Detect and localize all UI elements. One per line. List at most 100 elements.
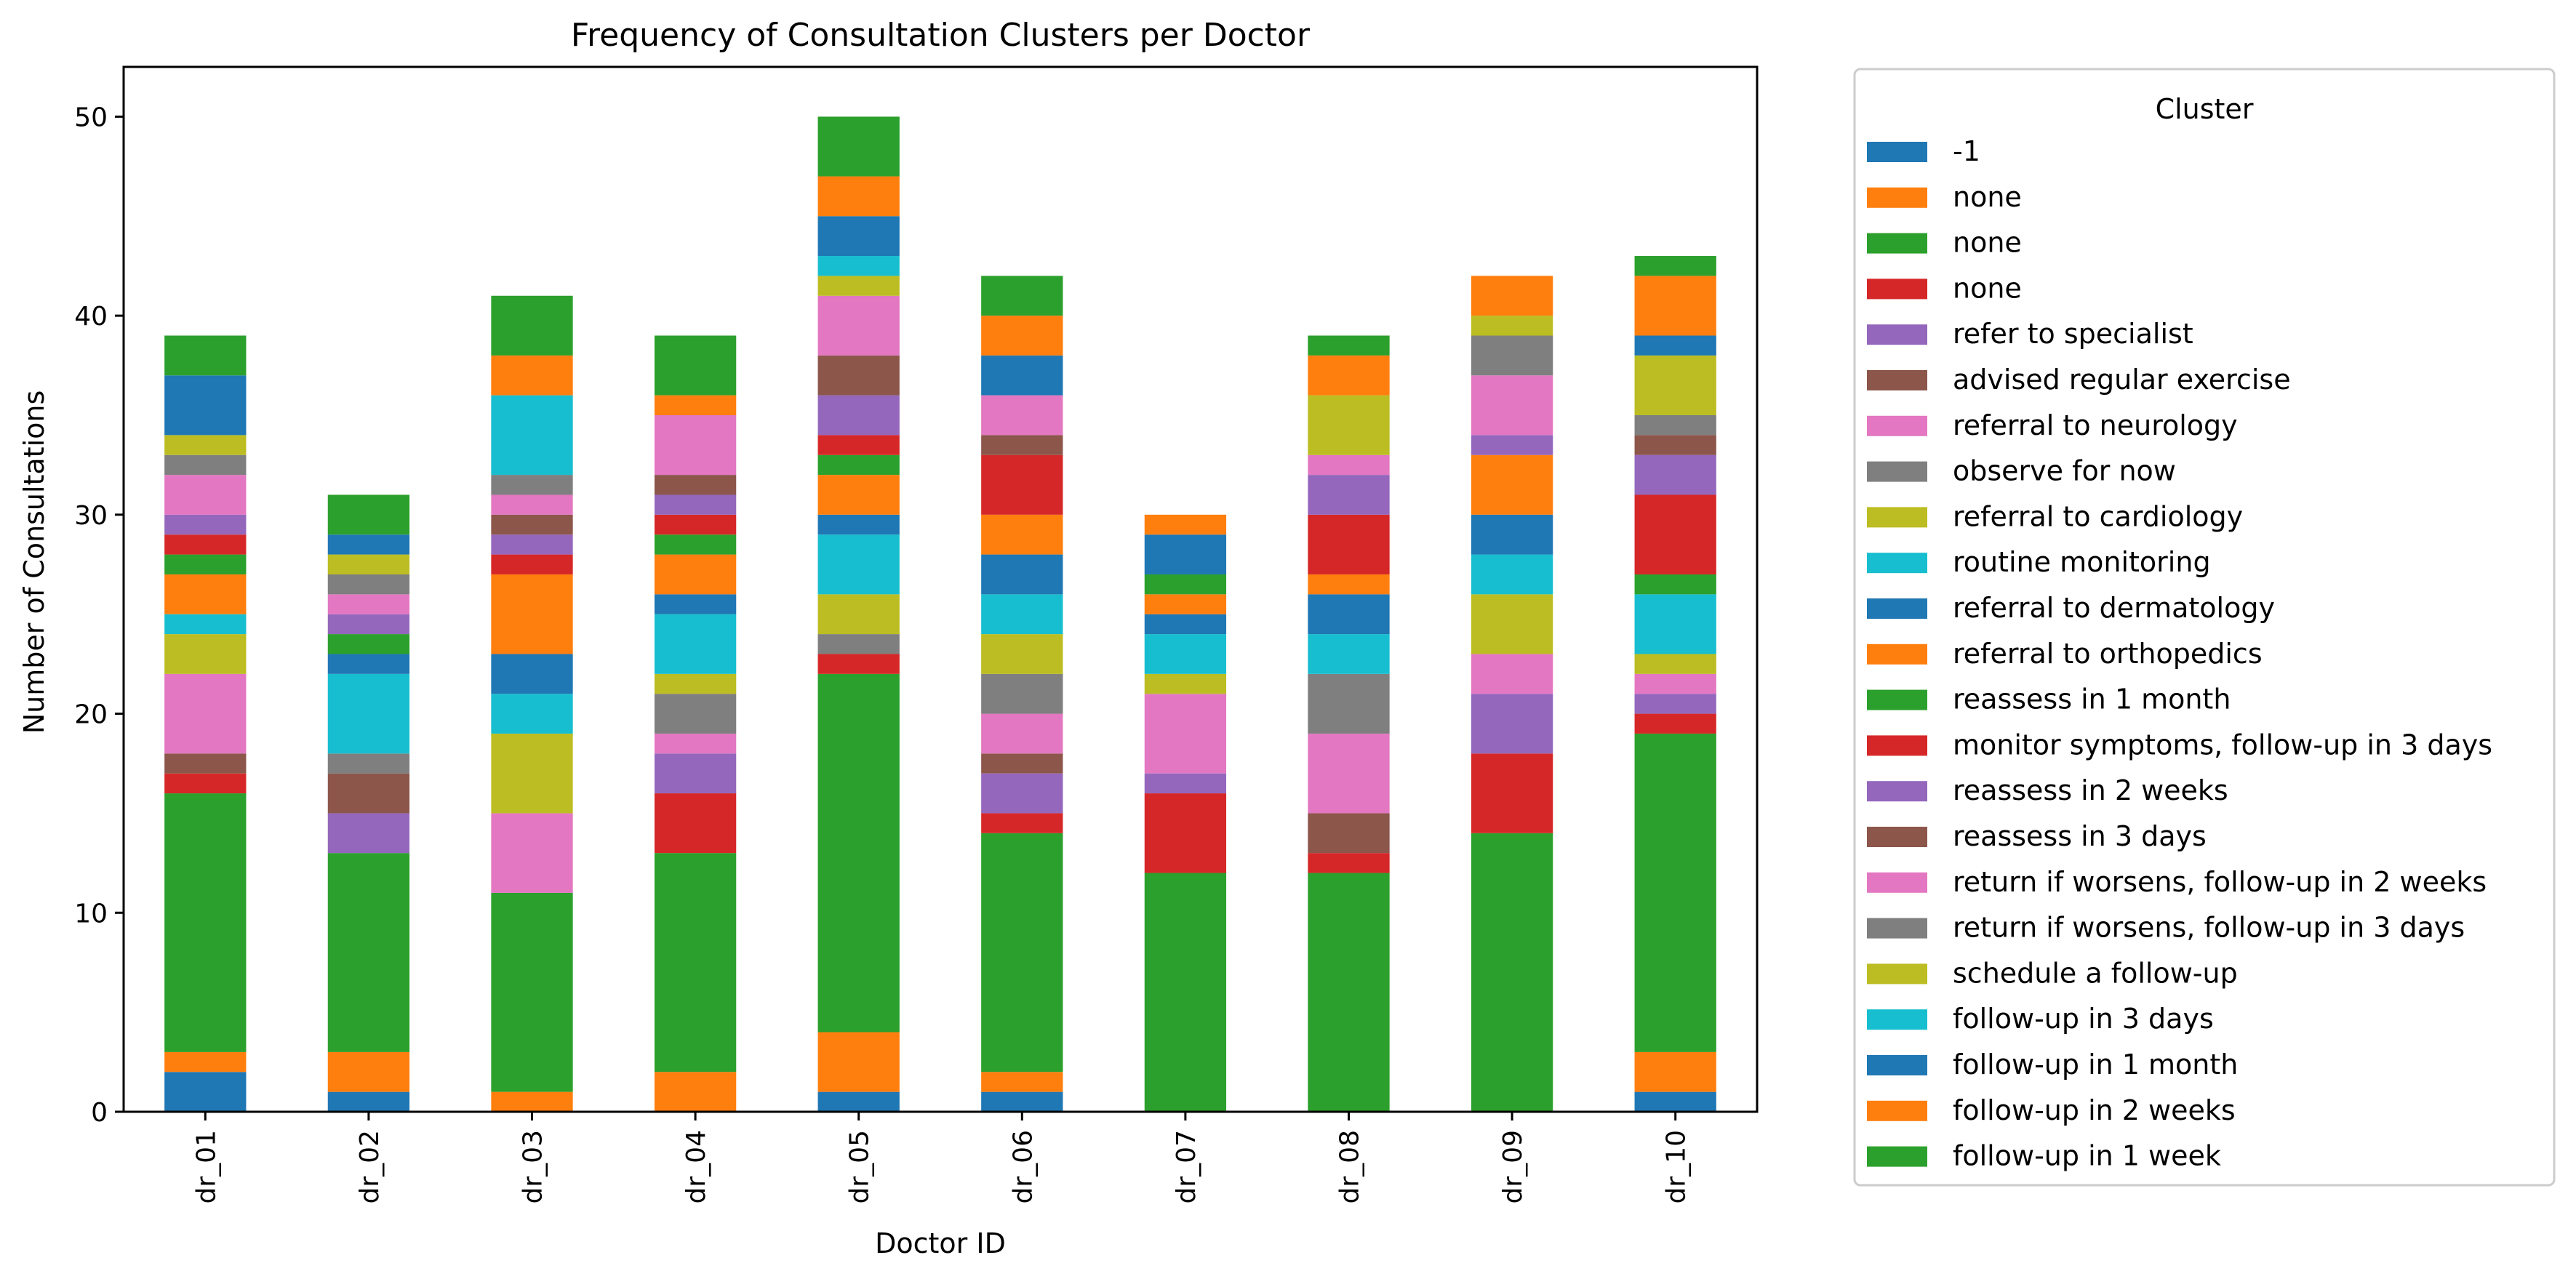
bar-segment-dr_04-series-9 (654, 614, 737, 674)
bar-segment-dr_05-series-8 (817, 594, 900, 635)
bar-segment-dr_05-series-2 (817, 673, 900, 1033)
legend-label: refer to specialist (1953, 318, 2193, 350)
bar-segment-dr_09-series-14 (1471, 435, 1553, 455)
bar-segment-dr_05-series-15 (817, 355, 900, 396)
bar-segment-dr_07-series-6 (1144, 694, 1227, 774)
bar-segment-dr_10-series-17 (1634, 415, 1716, 436)
bar-segment-dr_09-series-9 (1471, 554, 1553, 595)
bar-segment-dr_08-series-9 (1308, 634, 1390, 674)
bar-segment-dr_05-series-18 (817, 276, 900, 296)
bar-segment-dr_08-series-6 (1308, 733, 1390, 814)
y-tick-label: 10 (74, 899, 108, 929)
bar-segment-dr_01-series-1 (164, 1051, 247, 1072)
bar-segment-dr_08-series-22 (1308, 335, 1390, 356)
bar-segment-dr_02-series-9 (327, 673, 410, 754)
bar-segment-dr_09-series-16 (1471, 375, 1553, 436)
legend-label: referral to cardiology (1953, 500, 2243, 532)
bar-segment-dr_05-series-19 (817, 256, 900, 276)
bar-segment-dr_10-series-20 (1634, 335, 1716, 356)
x-tick-label: dr_09 (1498, 1130, 1528, 1203)
bar-segment-dr_06-series-15 (981, 435, 1063, 455)
bar-segment-dr_10-series-14 (1634, 454, 1716, 495)
bar-segment-dr_01-series-17 (164, 454, 247, 476)
bar-segment-dr_09-series-2 (1471, 833, 1553, 1112)
legend-items: -1 none none none refer to specialist advised… (1867, 135, 2492, 1172)
bar-segment-dr_10-series-2 (1634, 733, 1716, 1052)
bar-segment-dr_06-series-13 (981, 454, 1063, 515)
bar-segment-dr_05-series-16 (817, 295, 900, 356)
legend-swatch (1867, 415, 1927, 436)
bar-segment-dr_08-series-5 (1308, 813, 1390, 854)
plot-frame (122, 65, 1759, 1113)
bar-segment-dr_04-series-1 (654, 1072, 737, 1112)
legend-swatch (1867, 324, 1927, 345)
bar-segment-dr_08-series-7 (1308, 673, 1390, 734)
legend-label: observe for now (1953, 455, 2176, 487)
bar-segment-dr_10-series-4 (1634, 694, 1716, 714)
bar-segment-dr_04-series-4 (654, 753, 737, 794)
bar-segment-dr_03-series-19 (491, 395, 573, 476)
bar-segment-dr_08-series-18 (1308, 395, 1390, 455)
bar-segment-dr_06-series-10 (981, 554, 1063, 595)
bar-segment-dr_05-series-22 (817, 116, 900, 177)
x-tick-label: dr_06 (1008, 1130, 1038, 1203)
legend-swatch (1867, 918, 1927, 939)
bar-segment-dr_09-series-4 (1471, 694, 1553, 754)
bar-segment-dr_10-series-22 (1634, 256, 1716, 276)
legend-swatch (1867, 735, 1927, 756)
legend-label: reassess in 3 days (1953, 820, 2207, 852)
bar-segment-dr_03-series-2 (491, 892, 573, 1092)
x-tick-label: dr_08 (1335, 1130, 1365, 1203)
bar-segment-dr_06-series-5 (981, 753, 1063, 774)
bar-segment-dr_02-series-0 (327, 1091, 410, 1112)
bar-segment-dr_01-series-5 (164, 753, 247, 774)
bar-segment-dr_09-series-21 (1471, 276, 1553, 316)
bar-segment-dr_07-series-20 (1144, 534, 1227, 574)
bar-segment-dr_04-series-3 (654, 793, 737, 854)
bar-segment-dr_02-series-4 (327, 813, 410, 854)
bar-segment-dr_01-series-16 (164, 475, 247, 515)
bar-segment-dr_01-series-22 (164, 335, 247, 376)
bar-segment-dr_09-series-18 (1471, 316, 1553, 336)
bar-segment-dr_10-series-3 (1634, 713, 1716, 734)
legend-swatch (1867, 1009, 1927, 1030)
legend-label: reassess in 2 weeks (1953, 774, 2228, 806)
bar-segment-dr_03-series-11 (491, 574, 573, 654)
bar-segment-dr_09-series-17 (1471, 335, 1553, 376)
x-tick-label: dr_02 (355, 1130, 385, 1203)
bar-segment-dr_01-series-12 (164, 554, 247, 574)
bar-segment-dr_06-series-2 (981, 833, 1063, 1072)
bar-segment-dr_02-series-7 (327, 753, 410, 774)
bar-segment-dr_03-series-13 (491, 554, 573, 574)
bar-segment-dr_06-series-4 (981, 773, 1063, 814)
bar-segment-dr_03-series-6 (491, 813, 573, 893)
bar-segment-dr_05-series-11 (817, 475, 900, 515)
bar-segment-dr_03-series-8 (491, 733, 573, 814)
bar-segment-dr_10-series-0 (1634, 1091, 1716, 1112)
bar-segment-dr_04-series-6 (654, 733, 737, 754)
bar-segment-dr_02-series-1 (327, 1051, 410, 1092)
bar-segment-dr_07-series-21 (1144, 514, 1227, 535)
y-tick-label: 40 (74, 302, 108, 332)
x-tick-label: dr_07 (1172, 1130, 1201, 1203)
legend-swatch (1867, 233, 1927, 254)
bar-segment-dr_01-series-3 (164, 773, 247, 794)
bar-segment-dr_04-series-7 (654, 694, 737, 734)
bar-segment-dr_09-series-3 (1471, 753, 1553, 833)
legend-swatch (1867, 370, 1927, 390)
legend-label: follow-up in 1 week (1953, 1140, 2221, 1172)
bar-segment-dr_04-series-8 (654, 673, 737, 694)
legend-swatch (1867, 461, 1927, 482)
x-tick-label: dr_03 (519, 1130, 548, 1203)
bar-segment-dr_10-series-13 (1634, 494, 1716, 574)
bar-segment-dr_04-series-13 (654, 514, 737, 535)
bar-segment-dr_08-series-2 (1308, 873, 1390, 1112)
bar-segment-dr_05-series-14 (817, 395, 900, 436)
legend-label: none (1953, 227, 2022, 259)
bar-segment-dr_06-series-3 (981, 813, 1063, 833)
bar-segment-dr_06-series-11 (981, 514, 1063, 555)
bar-segment-dr_03-series-15 (491, 514, 573, 535)
bar-segment-dr_04-series-12 (654, 534, 737, 555)
legend-label: monitor symptoms, follow-up in 3 days (1953, 729, 2492, 761)
bar-segment-dr_06-series-1 (981, 1072, 1063, 1092)
